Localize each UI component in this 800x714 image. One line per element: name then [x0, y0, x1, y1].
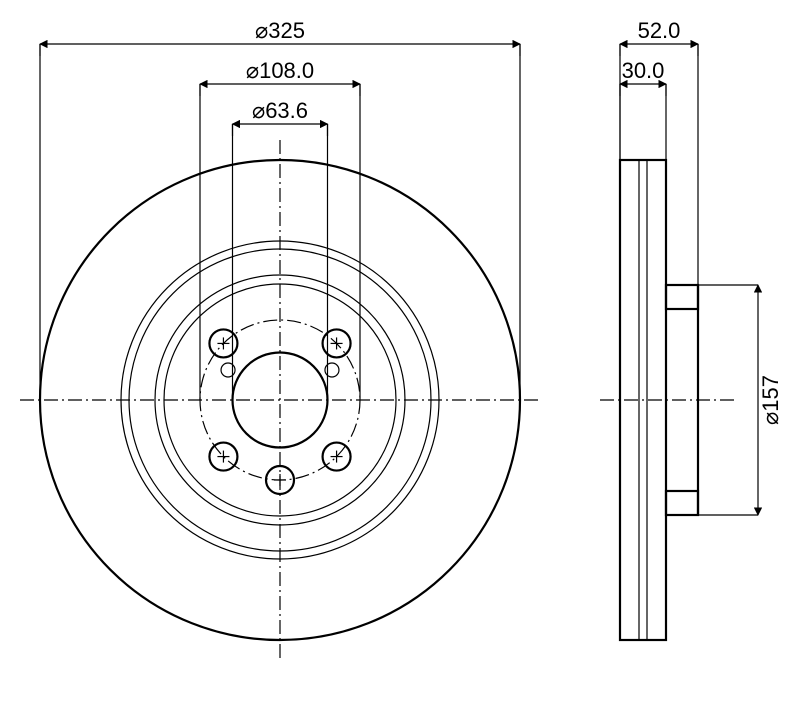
side-hat	[666, 285, 698, 309]
svg-text:30.0: 30.0	[622, 58, 665, 83]
svg-text:⌀108.0: ⌀108.0	[246, 58, 314, 83]
svg-text:⌀157: ⌀157	[758, 375, 783, 425]
svg-text:52.0: 52.0	[638, 18, 681, 43]
svg-text:⌀325: ⌀325	[255, 18, 305, 43]
svg-text:⌀63.6: ⌀63.6	[252, 98, 308, 123]
side-hat	[666, 491, 698, 515]
